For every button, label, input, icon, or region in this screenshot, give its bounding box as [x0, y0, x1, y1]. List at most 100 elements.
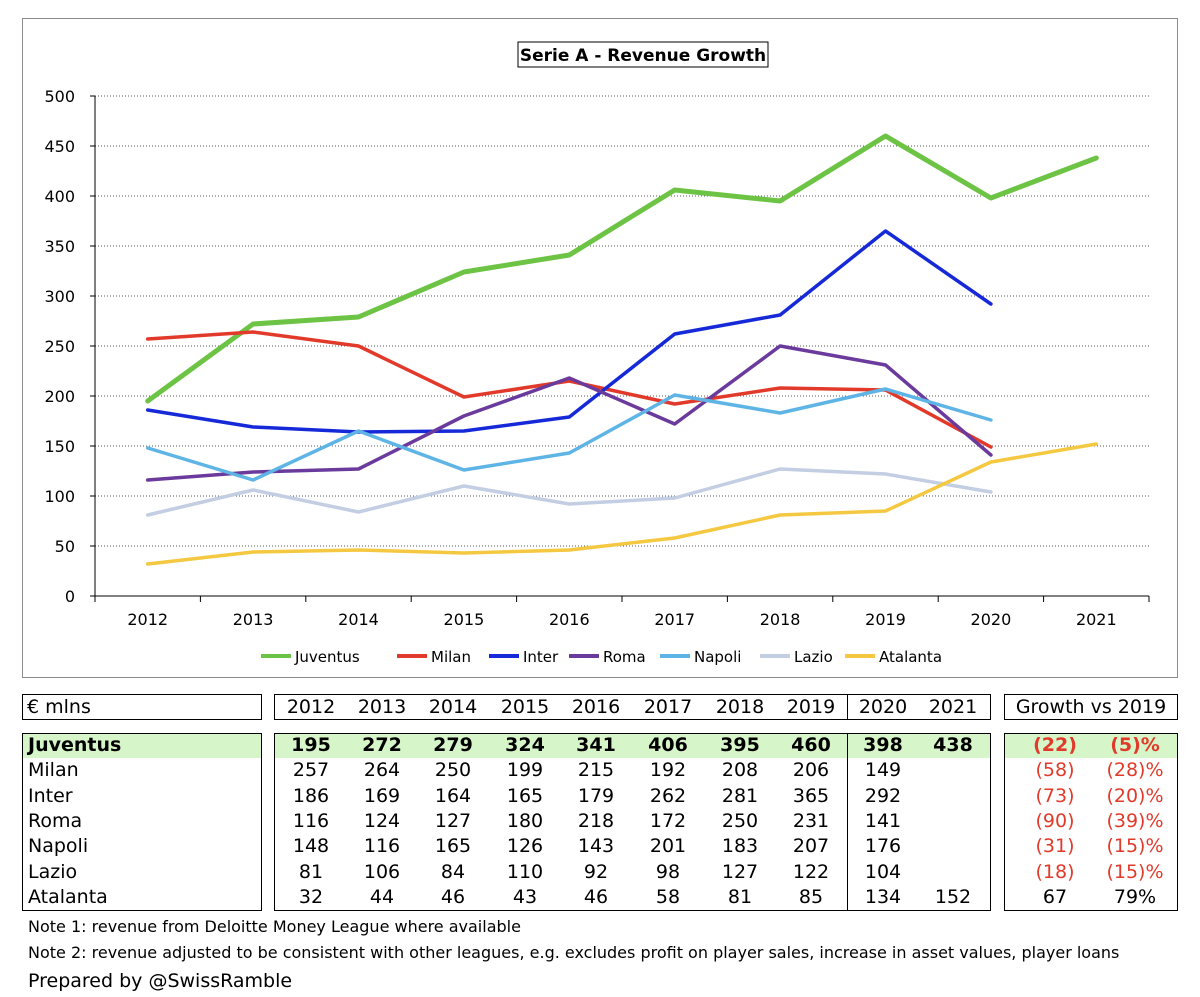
value-cell: 126: [506, 835, 544, 858]
value-cell: 85: [798, 885, 824, 908]
value-cell: 208: [721, 759, 759, 782]
legend-label-lazio: Lazio: [794, 648, 833, 666]
legend-label-juventus: Juventus: [294, 648, 360, 666]
value-cell: [918, 758, 988, 783]
x-tick-label: 2012: [127, 610, 168, 629]
y-tick-label: 150: [44, 437, 75, 456]
growth-pct-cell: (20)%: [1106, 784, 1164, 807]
x-tick-label: 2013: [233, 610, 274, 629]
growth-cell: 67: [1042, 885, 1068, 908]
value-cell: 398: [863, 734, 903, 756]
value-cell: 124: [363, 809, 401, 832]
value-cell: 81: [298, 860, 324, 883]
value-cell: 84: [440, 860, 466, 883]
y-tick-label: 450: [44, 137, 75, 156]
value-cell: 58: [655, 885, 681, 908]
value-cell: 207: [792, 835, 830, 858]
value-cell: 460: [791, 734, 831, 756]
year-header: 2017: [643, 696, 693, 718]
series-line-atalanta: [145, 442, 1099, 566]
year-header: 2016: [571, 696, 621, 718]
growth-cell: (90): [1035, 809, 1075, 832]
series-line-roma: [145, 344, 993, 482]
x-tick-label: 2017: [654, 610, 695, 629]
value-cell: 324: [505, 734, 545, 756]
series-line-inter: [145, 229, 993, 434]
value-cell: 122: [792, 860, 830, 883]
value-cell: 116: [292, 809, 330, 832]
revenue-line-chart: Serie A - Revenue Growth 0 50 100 150 200 250 3…: [44, 41, 1150, 666]
divider-2019-2020-body: [847, 733, 848, 911]
value-cell: 46: [440, 885, 466, 908]
year-header: 2020: [858, 696, 908, 718]
value-cell: 127: [721, 860, 759, 883]
value-cell: 104: [864, 860, 902, 883]
value-cell: 81: [727, 885, 753, 908]
growth-pct-cell: (5)%: [1110, 734, 1160, 756]
note-2: Note 2: revenue adjusted to be consisten…: [28, 943, 1120, 962]
legend-label-milan: Milan: [431, 648, 471, 666]
club-name: Juventus: [28, 734, 122, 756]
x-tick-label: 2015: [444, 610, 485, 629]
value-cell: [918, 784, 988, 809]
value-cell: 179: [577, 784, 615, 807]
year-header: 2019: [786, 696, 836, 718]
value-cell: 215: [577, 759, 615, 782]
value-cell: 176: [864, 835, 902, 858]
value-cell: 206: [792, 759, 830, 782]
chart-title: Serie A - Revenue Growth: [520, 46, 766, 66]
y-tick-label: 100: [44, 487, 75, 506]
y-tick-label: 200: [44, 387, 75, 406]
value-cell: 231: [792, 809, 830, 832]
value-cell: 186: [292, 784, 330, 807]
year-header: 2012: [286, 696, 336, 718]
y-tick-label: 0: [65, 587, 75, 606]
value-cell: 98: [655, 860, 681, 883]
value-cell: 149: [864, 759, 902, 782]
value-cell: 116: [363, 835, 401, 858]
growth-cell: (31): [1035, 835, 1075, 858]
value-cell: 199: [506, 759, 544, 782]
value-cell: 257: [292, 759, 330, 782]
year-header: 2015: [500, 696, 550, 718]
value-cell: 250: [721, 809, 759, 832]
chart-frame: Serie A - Revenue Growth 0 50 100 150 200 250 3…: [22, 18, 1178, 678]
club-names-box: [22, 733, 262, 911]
growth-cell: (22): [1033, 734, 1077, 756]
growth-pct-cell: (15)%: [1106, 860, 1164, 883]
value-cell: 44: [369, 885, 395, 908]
growth-cell: (58): [1035, 759, 1075, 782]
growth-header: Growth vs 2019: [1015, 696, 1167, 718]
unit-label-box: € mlns: [22, 694, 262, 720]
growth-pct-cell: (28)%: [1106, 759, 1164, 782]
y-tick-label: 250: [44, 337, 75, 356]
juventus-highlight-growth: [1004, 733, 1178, 758]
value-cell: 406: [648, 734, 688, 756]
growth-pct-cell: (39)%: [1106, 809, 1164, 832]
values-box: [274, 733, 991, 911]
value-cell: 148: [292, 835, 330, 858]
value-cell: 127: [434, 809, 472, 832]
x-tick-label: 2016: [549, 610, 590, 629]
value-cell: 365: [792, 784, 830, 807]
value-cell: 134: [864, 885, 902, 908]
x-tick-label: 2014: [338, 610, 379, 629]
series-line-napoli: [145, 387, 993, 482]
value-cell: 201: [649, 835, 687, 858]
value-cell: 180: [506, 809, 544, 832]
y-tick-label: 400: [44, 187, 75, 206]
divider-2019-2020-header: [847, 694, 848, 720]
value-cell: 250: [434, 759, 472, 782]
club-name: Atalanta: [28, 885, 108, 908]
value-cell: 165: [506, 784, 544, 807]
value-cell: 32: [298, 885, 324, 908]
value-cell: 172: [649, 809, 687, 832]
y-tick-label: 500: [44, 87, 75, 106]
growth-pct-cell: 79%: [1113, 885, 1157, 908]
growth-cell: (18): [1035, 860, 1075, 883]
year-header-box: [274, 694, 991, 720]
x-tick-label: 2019: [865, 610, 906, 629]
club-name: Milan: [28, 759, 79, 782]
series-line-juventus: [145, 133, 1099, 404]
year-header: 2018: [715, 696, 765, 718]
